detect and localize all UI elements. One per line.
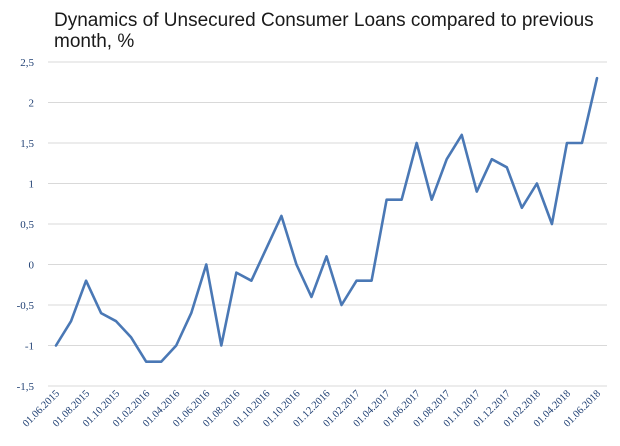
y-tick-label: -1 — [25, 341, 34, 353]
data-point — [355, 279, 359, 283]
y-axis-tick-labels: -1,5 -1 -0,5 0 0,5 1 1,5 2 2,5 — [17, 57, 35, 393]
data-point — [535, 182, 539, 186]
y-tick-label: 1,5 — [20, 138, 34, 150]
data-point — [219, 344, 223, 348]
data-point — [415, 141, 419, 145]
data-point — [475, 190, 479, 194]
y-tick-label: -1,5 — [17, 381, 35, 393]
data-point — [550, 222, 554, 226]
data-point — [490, 157, 494, 161]
data-point — [189, 311, 193, 315]
data-point — [159, 360, 163, 364]
series-line — [54, 76, 599, 364]
y-tick-label: 0,5 — [20, 219, 34, 231]
y-tick-label: 0 — [29, 260, 35, 272]
y-tick-label: -0,5 — [17, 300, 35, 312]
data-point — [400, 198, 404, 202]
data-point — [99, 311, 103, 315]
data-point — [580, 141, 584, 145]
data-point — [385, 198, 389, 202]
data-point — [249, 279, 253, 283]
data-point — [69, 319, 73, 323]
data-point — [294, 263, 298, 267]
data-point — [114, 319, 118, 323]
data-point — [430, 198, 434, 202]
y-tick-label: 1 — [29, 179, 35, 191]
data-point — [174, 344, 178, 348]
data-point — [84, 279, 88, 283]
data-point — [340, 303, 344, 307]
data-point — [144, 360, 148, 364]
x-axis-tick-labels: 01.06.201501.08.201501.10.201501.02.2016… — [21, 388, 603, 429]
data-point — [264, 246, 268, 250]
data-point — [520, 206, 524, 210]
data-point — [445, 157, 449, 161]
data-point — [279, 214, 283, 218]
data-point — [234, 271, 238, 275]
data-point — [204, 263, 208, 267]
data-point — [370, 279, 374, 283]
data-point — [129, 335, 133, 339]
data-point — [565, 141, 569, 145]
chart-title: Dynamics of Unsecured Consumer Loans com… — [54, 10, 594, 52]
y-tick-label: 2 — [29, 98, 35, 110]
data-point — [595, 76, 599, 80]
gridlines — [48, 61, 607, 387]
data-point — [505, 165, 509, 169]
data-point — [325, 254, 329, 258]
data-point — [54, 344, 58, 348]
data-point — [460, 133, 464, 137]
y-tick-label: 2,5 — [20, 57, 34, 69]
data-series — [54, 76, 599, 364]
data-point — [309, 295, 313, 299]
